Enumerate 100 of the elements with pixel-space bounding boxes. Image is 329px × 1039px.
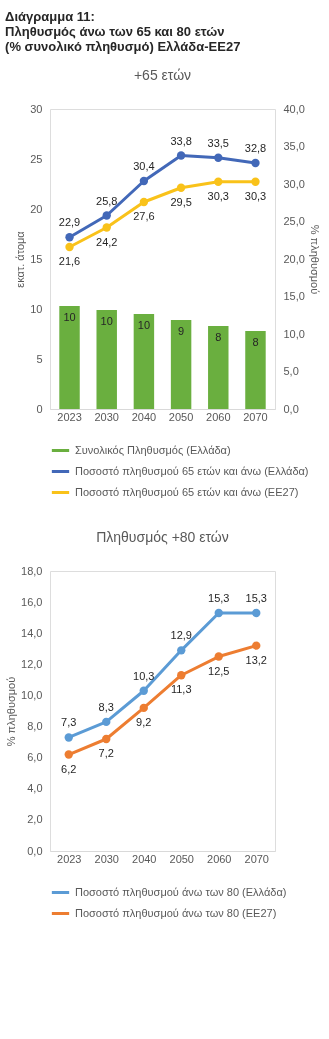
data-label: 9,2: [136, 715, 152, 728]
y-tick-label: 10: [30, 302, 43, 315]
point: [102, 223, 111, 232]
data-label: 29,5: [170, 195, 192, 208]
point: [102, 734, 111, 744]
y2-axis-title: % πληθυσμού: [308, 224, 321, 295]
y2-tick-label: 15,0: [283, 290, 305, 302]
y-axis-title: εκατ. άτομα: [14, 230, 27, 288]
x-tick-label: 2030: [94, 410, 119, 423]
bar: [170, 320, 192, 409]
data-label: 6,2: [61, 762, 77, 775]
y-tick-label: 10,0: [21, 688, 43, 701]
data-label: 12,9: [170, 629, 192, 642]
point: [214, 177, 223, 186]
data-label: 27,6: [133, 210, 155, 222]
y2-tick-label: 20,0: [283, 252, 305, 265]
legend-label: Ποσοστό πληθυσμού 65 ετών και άνω (Ελλάδα): [75, 464, 309, 477]
data-label: 8,3: [98, 700, 114, 713]
x-tick-label: 2023: [57, 410, 82, 423]
data-label: 7,2: [98, 747, 114, 759]
legend-label: Ποσοστό πληθυσμού άνω των 80 (Ελλάδα): [75, 885, 287, 898]
y-tick-label: 5: [36, 352, 43, 365]
x-tick-label: 2060: [207, 852, 232, 865]
y-axis-title: % πληθυσμού: [5, 676, 18, 747]
point: [65, 242, 74, 252]
y-tick-label: 14,0: [21, 626, 43, 639]
data-label: 30,4: [133, 160, 155, 172]
data-label: 10: [137, 319, 151, 331]
point: [177, 646, 186, 655]
data-label: 10: [63, 311, 76, 323]
data-label: 30,3: [207, 189, 229, 202]
data-label: 8: [252, 336, 259, 348]
point: [176, 151, 186, 160]
y-tick-label: 12,0: [21, 657, 43, 670]
point: [214, 153, 223, 162]
y-tick-label: 6,0: [27, 751, 43, 764]
y2-tick-label: 5,0: [283, 365, 299, 377]
point: [64, 750, 73, 759]
point: [252, 608, 261, 618]
data-label: 32,8: [244, 142, 267, 154]
point: [102, 717, 111, 727]
point: [214, 608, 223, 618]
data-label: 10,3: [133, 669, 155, 682]
data-label: 7,3: [61, 716, 77, 729]
y2-tick-label: 0,0: [283, 402, 299, 415]
y2-tick-label: 35,0: [283, 140, 305, 152]
point: [176, 183, 186, 192]
data-label: 12,5: [208, 664, 230, 677]
y-tick-label: 30: [30, 102, 43, 115]
y-tick-label: 2,0: [27, 813, 43, 826]
data-label: 24,2: [96, 235, 118, 248]
point: [102, 211, 111, 220]
data-label: 10: [100, 315, 113, 327]
bar: [59, 306, 80, 409]
x-tick-label: 2060: [206, 410, 231, 423]
y2-tick-label: 10,0: [283, 327, 305, 340]
x-tick-label: 2040: [132, 852, 157, 865]
y-tick-label: 0,0: [27, 844, 43, 857]
legend-label: Συνολικός Πληθυσμός (Ελλάδα): [75, 443, 231, 456]
data-label: 30,3: [244, 189, 267, 202]
data-label: 8: [215, 331, 222, 343]
x-tick-label: 2023: [57, 852, 82, 865]
x-tick-label: 2070: [243, 410, 268, 423]
point: [252, 641, 261, 650]
data-label: 13,2: [245, 653, 267, 666]
chart-title: Πληθυσμός +80 ετών: [96, 529, 229, 545]
y-tick-label: 15: [30, 252, 43, 265]
legend-label: Ποσοστό πληθυσμού άνω των 80 (ΕΕ27): [75, 906, 277, 919]
point: [214, 652, 223, 661]
data-label: 33,8: [170, 134, 192, 147]
point: [64, 733, 73, 742]
bar: [96, 310, 117, 409]
point: [139, 703, 148, 713]
x-tick-label: 2050: [168, 410, 194, 423]
y-tick-label: 4,0: [27, 782, 43, 795]
y2-tick-label: 30,0: [283, 177, 305, 190]
data-label: 22,9: [58, 216, 81, 229]
point: [177, 671, 186, 680]
y-tick-label: 25: [30, 152, 43, 165]
point: [251, 177, 260, 186]
data-label: 15,3: [245, 592, 267, 604]
x-tick-label: 2030: [94, 852, 119, 865]
data-label: 15,3: [208, 592, 230, 604]
y2-tick-label: 25,0: [283, 215, 305, 227]
point: [65, 233, 74, 242]
chart-title: +65 ετών: [133, 67, 192, 83]
y2-tick-label: 40,0: [283, 102, 305, 115]
data-label: 21,6: [58, 255, 81, 267]
point: [139, 176, 149, 186]
data-label: 9: [178, 325, 185, 337]
text: Διάγραμμα 11: Πληθυσμός άνω των 65 και 80 ετών (% συνολικό πληθυσμό) Ελλάδα-ΕΕ27: [5, 8, 241, 54]
x-tick-label: 2070: [244, 852, 269, 865]
y-tick-label: 20: [30, 202, 43, 215]
bar: [245, 331, 266, 409]
y-tick-label: 0: [36, 402, 43, 415]
legend-label: Ποσοστό πληθυσμού 65 ετών και άνω (ΕΕ27): [75, 485, 299, 498]
data-label: 25,8: [96, 194, 118, 207]
data-label: 11,3: [170, 683, 192, 696]
point: [139, 197, 149, 207]
point: [251, 158, 260, 168]
